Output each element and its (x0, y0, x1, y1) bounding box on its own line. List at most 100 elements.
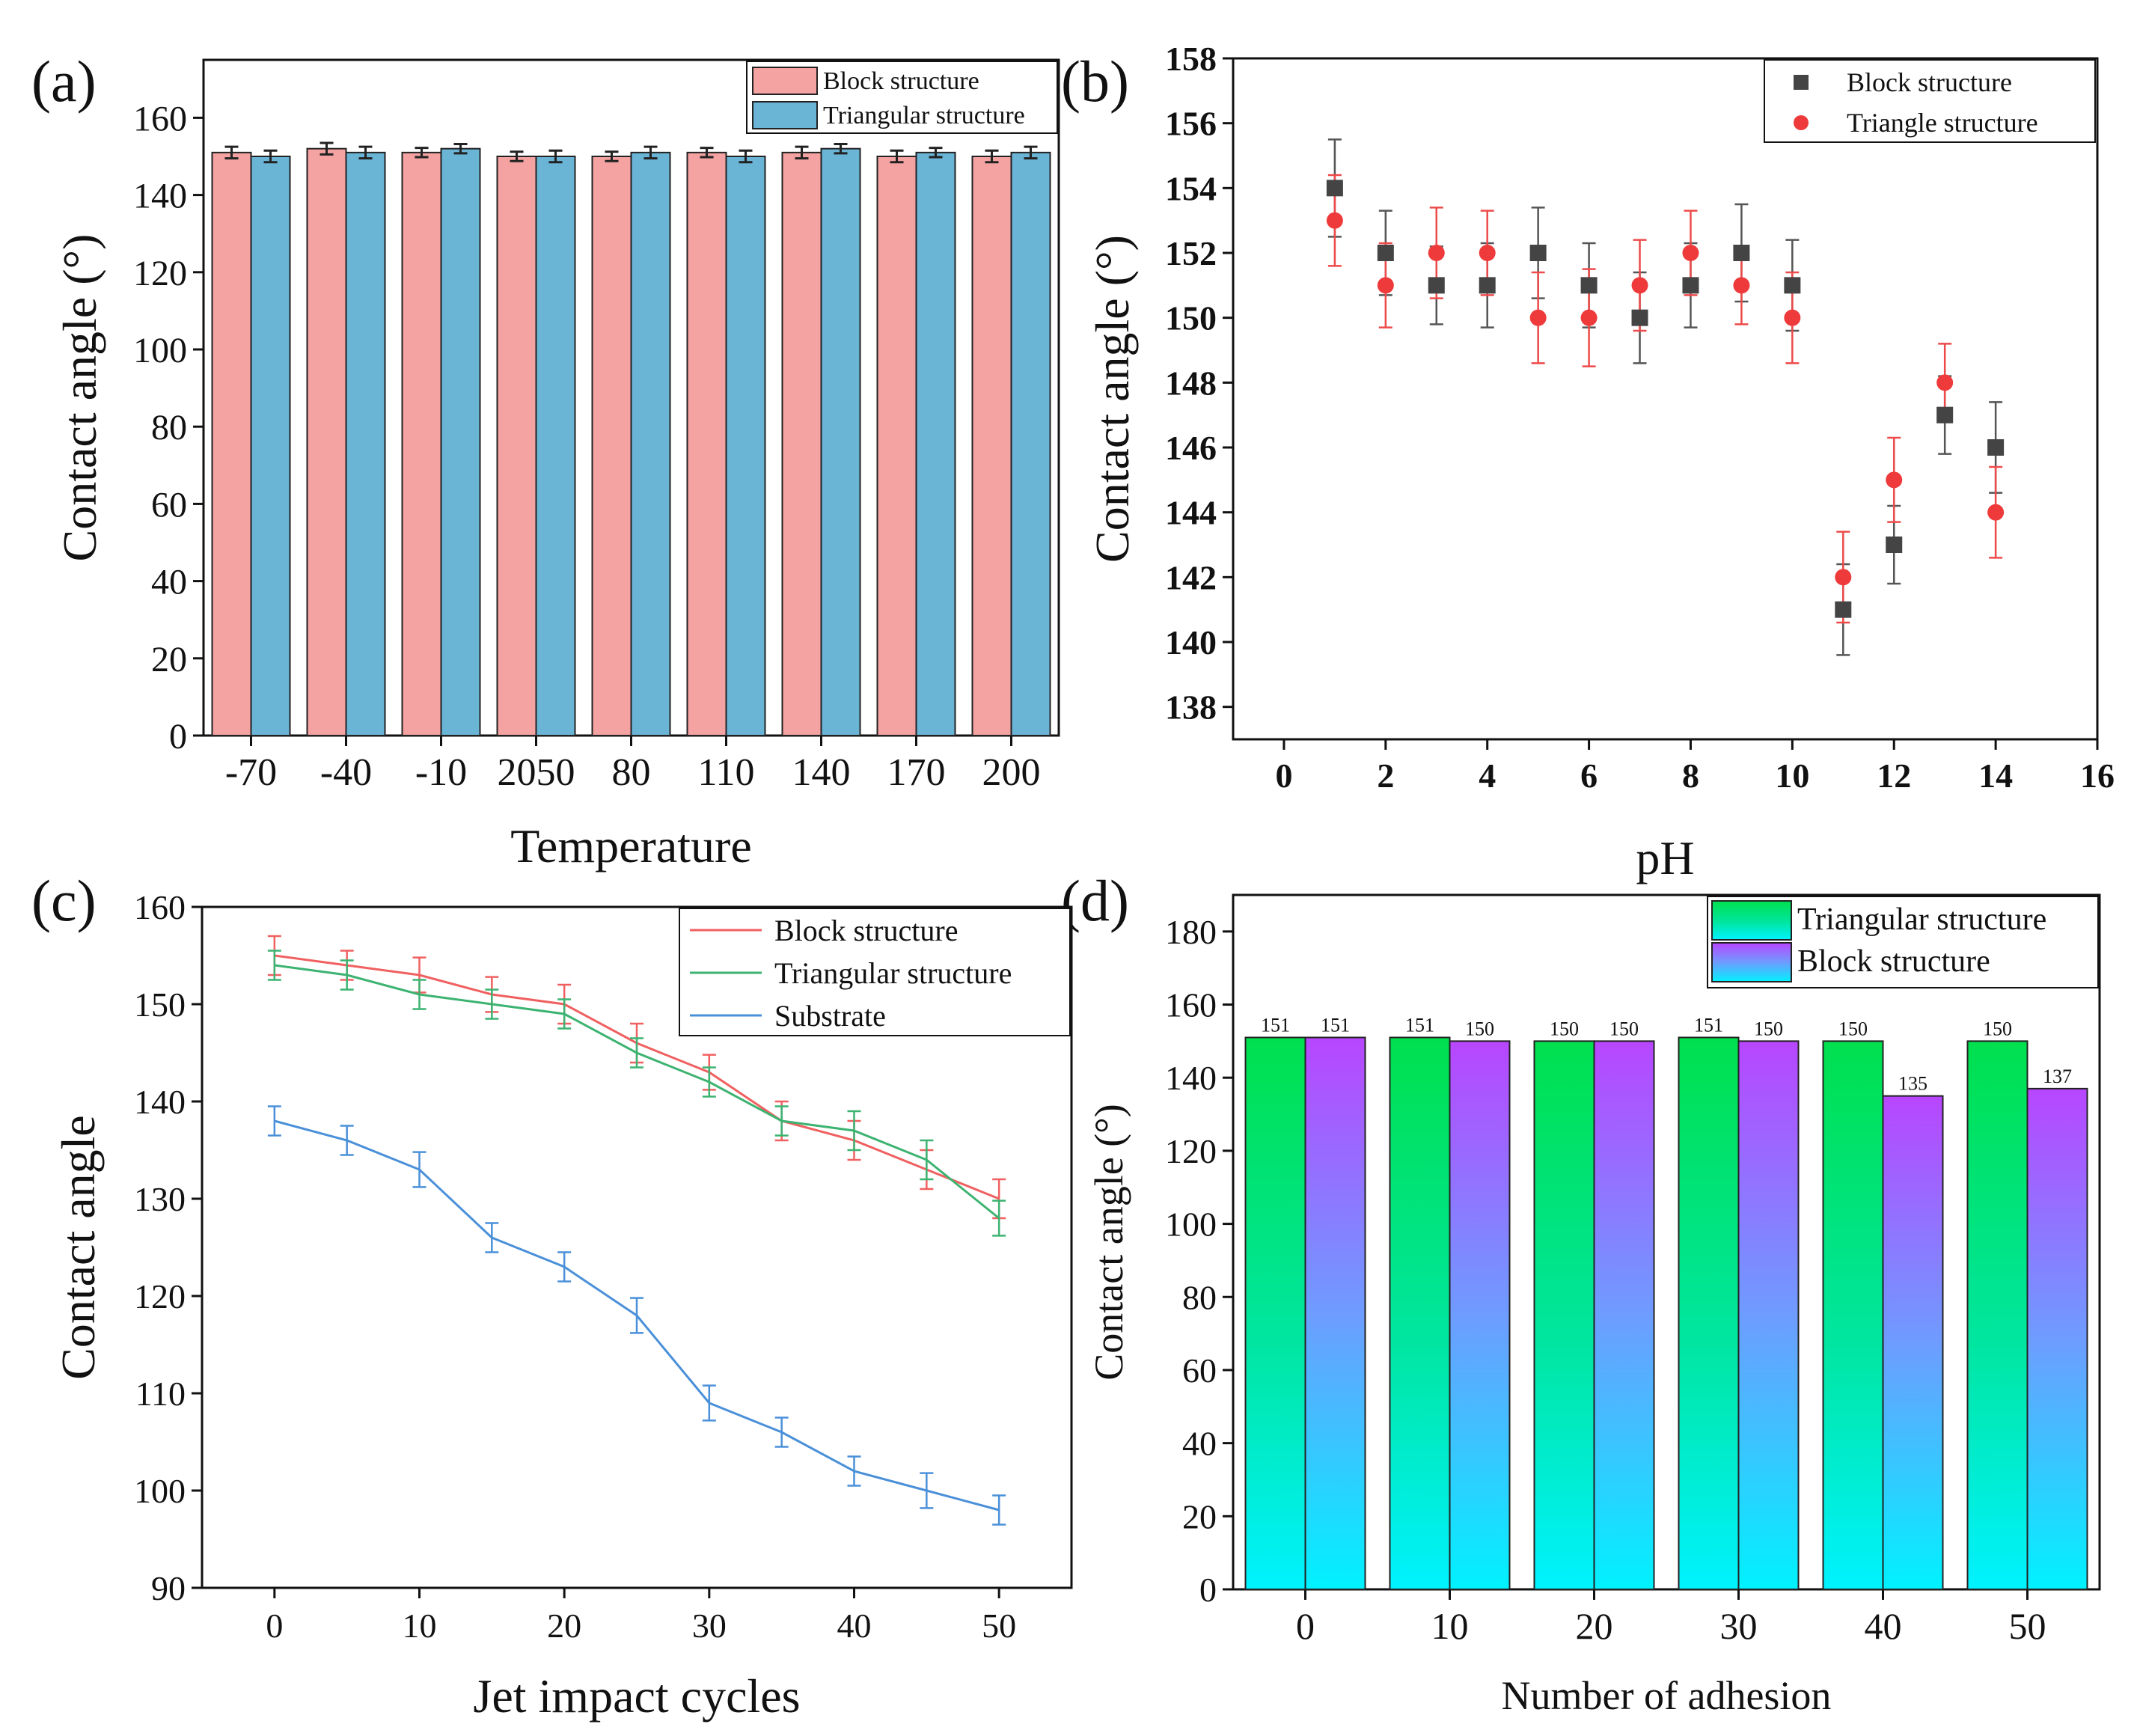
bar (1010, 151, 1051, 736)
y-tick-label: 148 (1165, 364, 1217, 402)
data-point (1682, 245, 1699, 261)
bar (1533, 1040, 1595, 1590)
bar (1593, 1040, 1655, 1590)
legend-marker (1794, 75, 1809, 90)
data-point (1428, 245, 1445, 261)
x-tick-label: 50 (982, 1607, 1016, 1645)
x-tick-label: 6 (1580, 757, 1598, 795)
data-label: 135 (1898, 1073, 1927, 1095)
x-tick-label: 10 (1431, 1605, 1469, 1647)
bar (306, 147, 347, 736)
y-tick-label: 100 (1165, 1205, 1217, 1244)
x-tick-label: 140 (792, 751, 851, 794)
y-tick-label: 20 (1182, 1497, 1217, 1535)
y-tick-label: 154 (1165, 169, 1217, 207)
x-tick-label: 14 (1978, 757, 2013, 795)
data-point (1733, 277, 1750, 294)
x-axis-label: Temperature (510, 819, 751, 872)
x-axis-label: pH (1636, 831, 1694, 884)
data-point (1631, 277, 1648, 294)
data-point (1936, 406, 1954, 424)
data-point (1886, 537, 1903, 553)
bar (496, 156, 537, 736)
y-tick-label: 130 (134, 1180, 186, 1218)
plot-frame (1232, 57, 2099, 741)
legend-label: Triangular structure (774, 956, 1012, 990)
legend-swatch (752, 67, 818, 95)
data-point (1428, 277, 1445, 294)
x-tick-label: 30 (1720, 1605, 1758, 1647)
y-axis-label: Contact angle (°) (1086, 1104, 1131, 1380)
data-label: 150 (1983, 1018, 2012, 1039)
bar (2026, 1087, 2088, 1590)
data-label: 150 (1550, 1018, 1579, 1039)
legend-swatch (1711, 900, 1792, 941)
bar (250, 156, 291, 736)
y-tick-label: 100 (134, 1472, 186, 1510)
bar (876, 156, 917, 736)
plot-frame (1232, 893, 2101, 1591)
bar (820, 147, 861, 736)
y-tick-label: 144 (1165, 494, 1217, 532)
y-tick-label: 100 (133, 331, 187, 370)
x-tick-label: 0 (1275, 757, 1292, 795)
y-tick-label: 160 (133, 99, 187, 138)
legend-label: Block structure (774, 914, 959, 947)
legend-label: Block structure (1847, 67, 2012, 97)
chart-panel-d: 0 20 40 60 80 100 120 140 160 180 0 151 151 10 151 150 2… (1086, 893, 2101, 1718)
legend-label: Triangular structure (1797, 902, 2046, 937)
plot-frame (201, 905, 1073, 1589)
data-point (1987, 439, 2005, 456)
bar (345, 151, 386, 736)
legend-marker (1794, 115, 1809, 130)
bar (630, 151, 671, 736)
data-label: 137 (2043, 1066, 2072, 1087)
data-point (1784, 309, 1801, 326)
data-point (1326, 212, 1343, 229)
x-tick-label: 50 (2009, 1605, 2046, 1647)
x-tick-label: 16 (2080, 757, 2115, 795)
x-tick-label: 110 (697, 751, 754, 794)
x-tick-label: 12 (1877, 757, 1911, 795)
bar (725, 156, 766, 736)
data-point (1936, 374, 1954, 391)
y-tick-label: 158 (1165, 40, 1217, 78)
legend-swatch (1711, 942, 1792, 982)
y-axis-label: Contact angle (52, 1115, 105, 1380)
y-tick-label: 140 (133, 177, 187, 216)
x-tick-label: 200 (982, 751, 1041, 794)
y-tick-label: 146 (1165, 429, 1217, 467)
y-tick-label: 180 (1165, 913, 1217, 951)
x-axis-label: Jet impact cycles (473, 1669, 800, 1723)
y-tick-label: 20 (151, 640, 187, 679)
data-point (1631, 309, 1648, 326)
x-tick-label: 0 (1296, 1605, 1315, 1647)
legend-label: Substrate (774, 999, 886, 1033)
x-tick-label: 20 (1576, 1605, 1613, 1647)
x-tick-label: 2 (1377, 757, 1394, 795)
data-label: 151 (1694, 1014, 1723, 1036)
y-tick-label: 120 (133, 254, 187, 293)
x-tick-label: 10 (403, 1607, 437, 1645)
data-point (1479, 245, 1496, 261)
bar (781, 151, 822, 736)
y-tick-label: 156 (1165, 105, 1217, 143)
legend-swatch (752, 101, 818, 129)
x-tick-label: -70 (225, 751, 277, 794)
y-tick-label: 110 (135, 1375, 186, 1413)
y-tick-label: 40 (151, 563, 187, 602)
y-tick-label: 140 (1165, 1059, 1217, 1097)
bar (535, 156, 576, 736)
x-tick-label: 8 (1682, 757, 1699, 795)
bar (1678, 1036, 1740, 1591)
data-label: 151 (1405, 1014, 1434, 1036)
data-point (1377, 277, 1394, 294)
data-point (1682, 277, 1699, 294)
data-label: 151 (1261, 1014, 1290, 1036)
y-tick-label: 140 (1165, 623, 1217, 661)
data-point (1835, 569, 1852, 586)
y-tick-label: 60 (151, 485, 187, 525)
data-label: 151 (1321, 1014, 1350, 1036)
y-axis-label: Contact angle (°) (53, 234, 106, 562)
